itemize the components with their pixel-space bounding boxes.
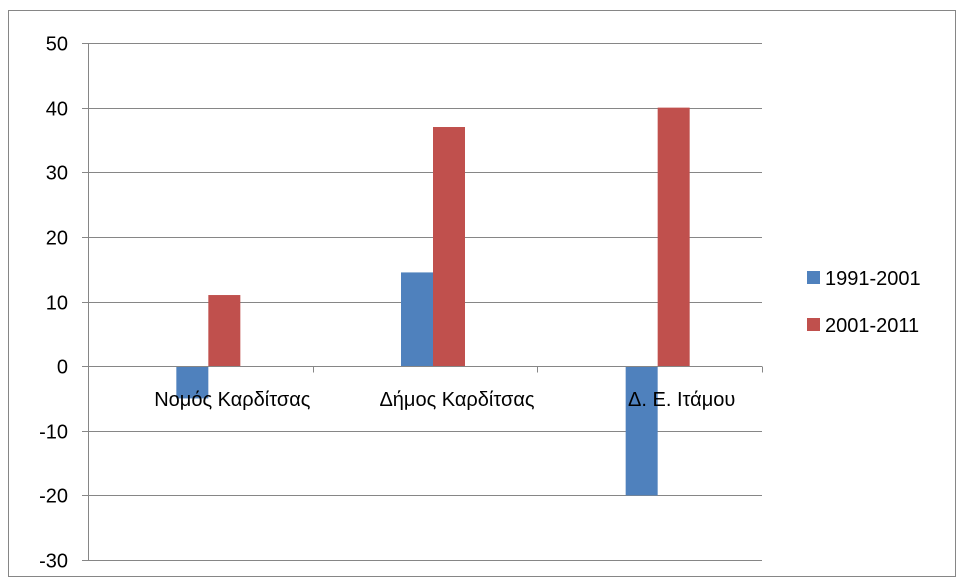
bar-2001-2011 xyxy=(433,127,465,367)
legend-label: 1991-2001 xyxy=(825,268,921,290)
y-tick-label: -30 xyxy=(39,551,68,573)
category-label: Νομός Καρδίτσας xyxy=(154,389,311,411)
y-tick-label: 30 xyxy=(46,163,68,185)
y-tick-label: 50 xyxy=(46,34,68,56)
legend-swatch xyxy=(807,271,820,284)
y-tick-label: 40 xyxy=(46,99,68,121)
chart-frame xyxy=(8,10,956,577)
legend-label: 2001-2011 xyxy=(825,315,919,337)
bar-1991-2001 xyxy=(176,366,209,399)
y-tick-label: 20 xyxy=(46,228,68,250)
y-tick-label: -20 xyxy=(39,486,68,508)
legend: 1991-2001 2001-2011 xyxy=(807,268,921,337)
labels: -30 -20 -10 0 10 20 30 40 50 Νομός Καρδίτσας Δήμος… xyxy=(39,34,735,573)
bar-1991-2001 xyxy=(625,366,658,496)
gridlines xyxy=(88,43,762,561)
bar-2001-2011 xyxy=(208,295,241,367)
category-label: Δήμος Καρδίτσας xyxy=(379,389,534,411)
category-label: Δ. Ε. Ιτάμου xyxy=(628,389,735,411)
bar-1991-2001 xyxy=(401,272,433,367)
axes xyxy=(82,43,763,561)
y-tick-label: 10 xyxy=(46,293,68,315)
bars xyxy=(176,107,690,496)
y-tick-label: -10 xyxy=(39,422,68,444)
y-tick-label: 0 xyxy=(57,357,68,379)
bar-2001-2011 xyxy=(657,107,690,367)
legend-swatch xyxy=(807,318,820,331)
